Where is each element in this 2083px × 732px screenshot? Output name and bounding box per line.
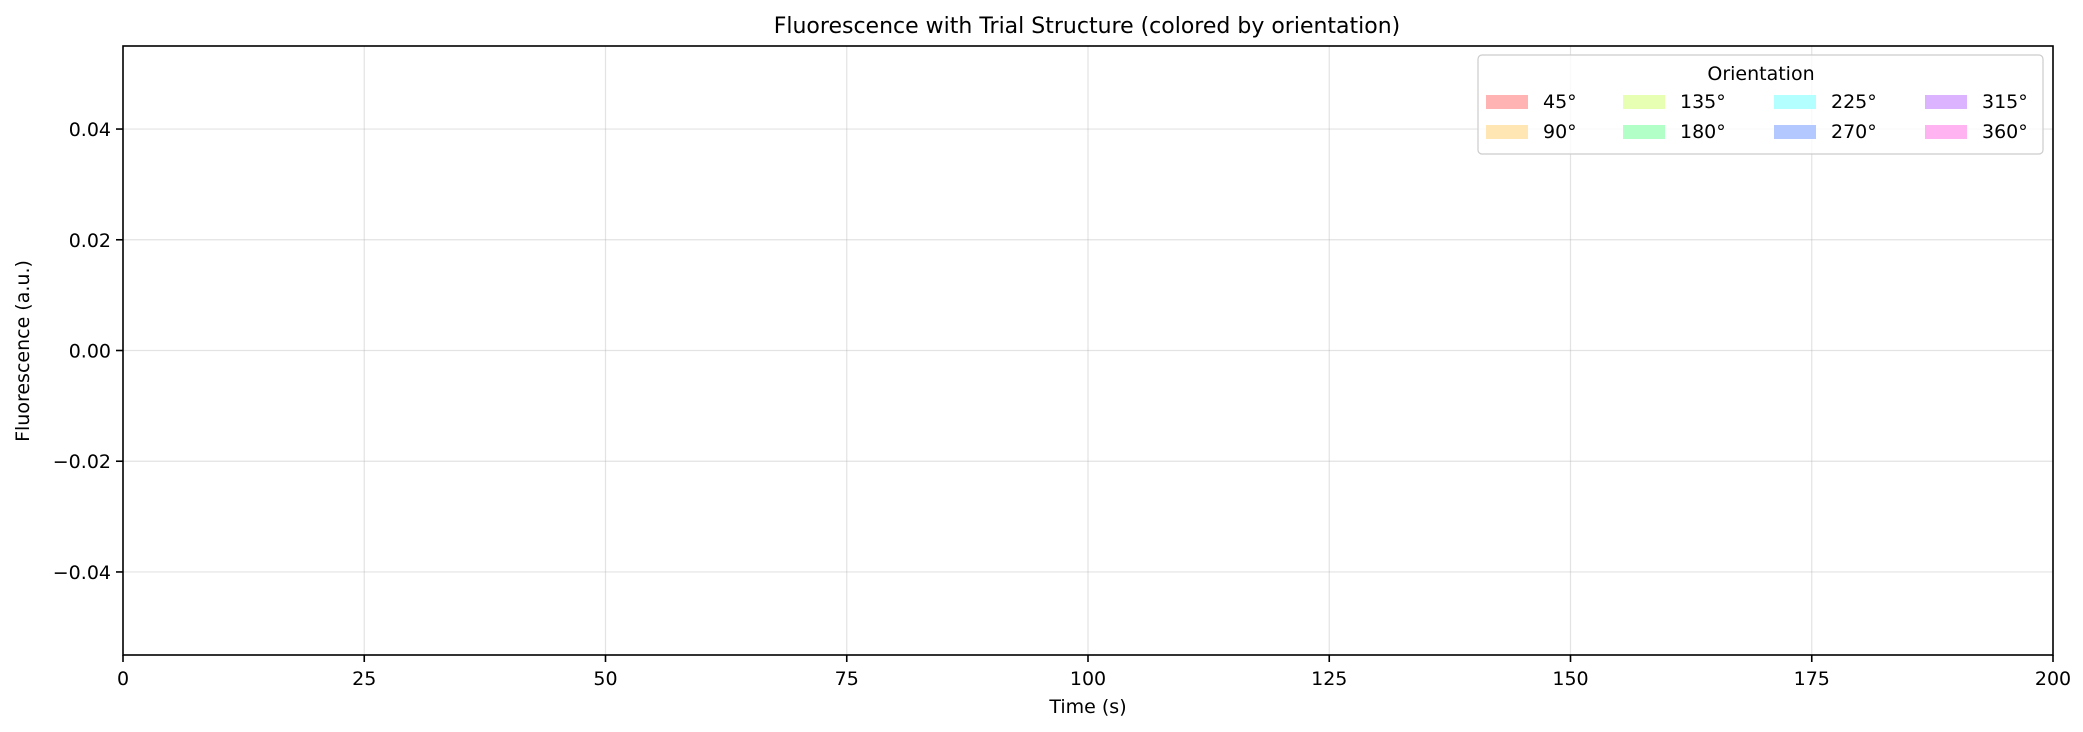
x-tick-label: 25	[352, 668, 376, 690]
x-tick-label: 50	[593, 668, 617, 690]
legend-label: 45°	[1543, 91, 1577, 113]
x-tick-label: 125	[1311, 668, 1347, 690]
y-tick-label: 0.02	[69, 230, 111, 252]
x-tick-label: 150	[1552, 668, 1588, 690]
legend-label: 90°	[1543, 121, 1577, 143]
y-tick-label: −0.02	[53, 451, 111, 473]
legend-label: 225°	[1831, 91, 1877, 113]
axis-ticks: 0 25 50 75 100 125 150 175 200 −0.04 −0.02 0.00 0.02…	[53, 119, 2071, 690]
legend-swatch	[1925, 95, 1967, 109]
plot-area-frame	[122, 45, 2054, 656]
x-tick-label: 175	[1794, 668, 1830, 690]
y-tick-label: −0.04	[53, 562, 111, 584]
legend-label: 180°	[1680, 121, 1726, 143]
legend-label: 135°	[1680, 91, 1726, 113]
legend-swatch	[1486, 125, 1528, 139]
legend-label: 270°	[1831, 121, 1877, 143]
legend-swatch	[1774, 125, 1816, 139]
y-axis-label: Fluorescence (a.u.)	[12, 260, 34, 442]
legend-swatch	[1623, 95, 1665, 109]
legend-swatch	[1623, 125, 1665, 139]
x-tick-label: 100	[1070, 668, 1106, 690]
x-tick-label: 0	[117, 668, 129, 690]
x-tick-label: 200	[2035, 668, 2071, 690]
legend-label: 315°	[1982, 91, 2028, 113]
legend-label: 360°	[1982, 121, 2028, 143]
x-axis-label: Time (s)	[1048, 696, 1126, 718]
x-tick-label: 75	[835, 668, 859, 690]
legend-title: Orientation	[1707, 63, 1814, 85]
legend-swatch	[1774, 95, 1816, 109]
legend-box	[1477, 54, 2044, 155]
legend: Orientation 45° 90° 135° 180° 225° 270° 315° 36…	[1477, 54, 2044, 155]
chart-title: Fluorescence with Trial Structure (color…	[774, 14, 1401, 39]
y-tick-label: 0.04	[69, 119, 111, 141]
y-tick-label: 0.00	[69, 341, 111, 363]
legend-swatch	[1486, 95, 1528, 109]
legend-entries: 45° 90° 135° 180° 225° 270° 315° 360°	[1486, 91, 2028, 143]
legend-swatch	[1925, 125, 1967, 139]
